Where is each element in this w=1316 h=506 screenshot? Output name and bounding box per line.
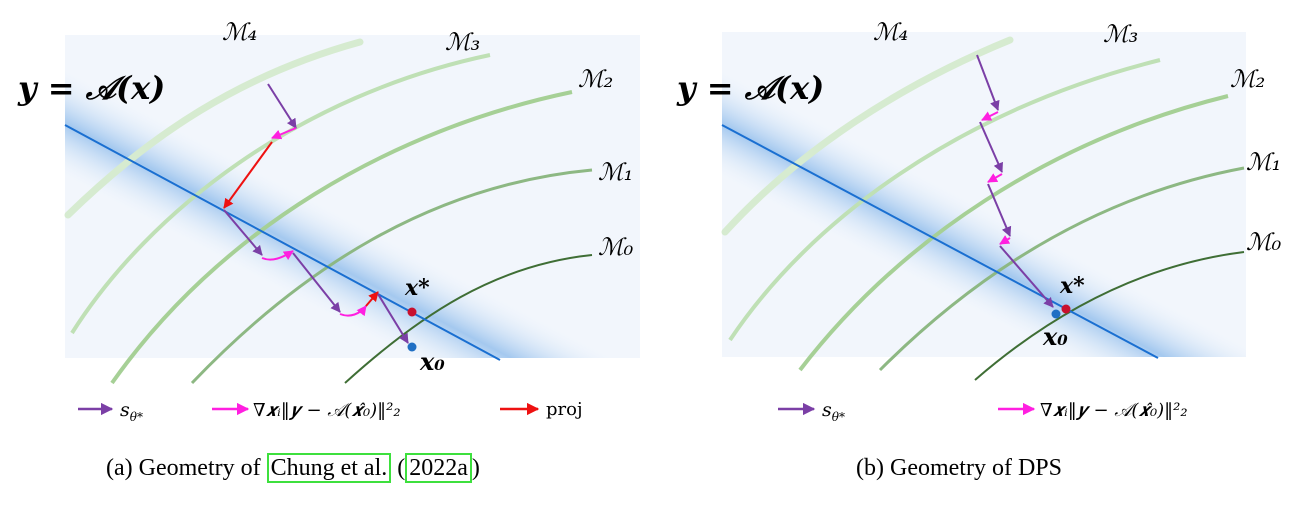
panel-b-label-m0: ℳ₀ [1246,228,1282,256]
panel-a-equation: 𝒚 = 𝒜(𝒙) [17,69,165,107]
citation-year-link[interactable]: 2022a [405,453,472,483]
panel-a-manifold-m2-curve [110,90,573,385]
caption-a-paren-open: ( [391,455,406,481]
panel-a-score-arrow-2 [223,209,263,256]
panel-a-score-arrow-4 [377,293,409,344]
panel-b-label-m2: ℳ₂ [1230,65,1265,93]
panel-a-proj-arrow-1 [223,141,273,209]
panel-a-manifold-m4-curve [64,38,364,219]
panel-b-grad-arrow-2 [987,173,1003,183]
panel-a-x-star-label: 𝒙* [404,275,430,301]
panel-a-legend-grad-label: ∇𝒙ᵢ‖𝒚 − 𝒜(𝒙̂₀)‖²₂ [253,400,401,421]
panel-a-legend-score-label: sθ* [120,399,143,424]
panel-b-x-zero-label: 𝒙₀ [1042,322,1068,351]
panel-b-x-star-point [1061,304,1071,314]
panel-a-label-m3: ℳ₃ [445,28,480,56]
panel-b-x-zero-point [1051,309,1061,319]
panel-b-legend-grad-label: ∇𝒙ᵢ‖𝒚 − 𝒜(𝒙̂₀)‖²₂ [1040,400,1188,421]
panel-a-grad-arrow-3 [339,305,367,317]
caption-a-prefix: (a) Geometry of [106,455,267,481]
panel-b-score-arrow-4 [999,245,1054,308]
panel-a-x-star-point [407,307,417,317]
panel-a-manifold-m1-curve [190,168,593,385]
panel-b-manifold-m0-curve [974,251,1245,381]
panel-a-label-m4: ℳ₄ [222,18,257,46]
panel-a-measurement-line [64,124,501,361]
panel-a-manifold-m0-curve [344,254,593,384]
panel-a-label-m0: ℳ₀ [598,233,634,261]
panel-a-diagram: 𝒚 = 𝒜(𝒙) ℳ₄ ℳ₃ ℳ₂ ℳ₁ ℳ₀ 𝒙* 𝒙₀ sθ* ∇𝒙ᵢ‖𝒚 … [17,18,640,424]
panel-b-label-m4: ℳ₄ [873,18,908,46]
panel-b-equation: 𝒚 = 𝒜(𝒙) [676,69,824,107]
panel-a-legend: sθ* ∇𝒙ᵢ‖𝒚 − 𝒜(𝒙̂₀)‖²₂ proj [78,399,583,424]
panel-b-manifold-m4-curve [721,36,1014,236]
panel-a-legend-proj-label: proj [546,399,583,420]
panel-b-score-arrow-1 [976,54,1000,111]
panel-a-proj-arrow-2 [365,291,379,307]
panel-a-grad-arrow-2 [261,250,294,261]
panel-b-grad-arrow-3 [999,235,1011,245]
panel-b-manifold-m3-curve [728,58,1161,342]
panel-b-grad-arrow-1 [981,111,999,121]
panel-b-diagram: 𝒚 = 𝒜(𝒙) ℳ₄ ℳ₃ ℳ₂ ℳ₁ ℳ₀ 𝒙* 𝒙₀ sθ* ∇𝒙ᵢ‖𝒚 … [676,18,1282,424]
panel-b-manifold-m1-curve [878,166,1245,372]
caption-b: (b) Geometry of DPS [856,455,1062,481]
panel-a-score-arrow-1 [267,83,297,129]
caption-a-paren-close: ) [471,455,480,481]
panel-b-measurement-band [722,70,1246,357]
caption-a: (a) Geometry of Chung et al. (2022a) [106,453,480,483]
panel-a-grad-arrow-1 [271,127,297,140]
panel-a-manifold-m3-curve [70,53,491,335]
panel-b-label-m3: ℳ₃ [1103,20,1138,48]
panel-b-x-star-label: 𝒙* [1059,273,1085,299]
panel-a-x-zero-label: 𝒙₀ [419,347,445,376]
panel-a-x-zero-point [407,342,417,352]
panel-b-measurement-line [721,124,1159,359]
panel-a-label-m2: ℳ₂ [578,65,613,93]
panel-b-score-arrow-2 [979,121,1003,173]
panel-a-score-arrow-3 [292,252,341,313]
panel-b-legend: sθ* ∇𝒙ᵢ‖𝒚 − 𝒜(𝒙̂₀)‖²₂ [778,399,1188,424]
panel-b-label-m1: ℳ₁ [1246,148,1281,176]
panel-a-label-m1: ℳ₁ [598,158,633,186]
panel-b-manifold-m2-curve [798,94,1229,372]
panel-a-measurement-band [65,70,640,358]
panel-b-legend-score-label: sθ* [822,399,845,424]
panel-b-score-arrow-3 [987,183,1012,237]
citation-author-link[interactable]: Chung et al. [266,453,392,483]
